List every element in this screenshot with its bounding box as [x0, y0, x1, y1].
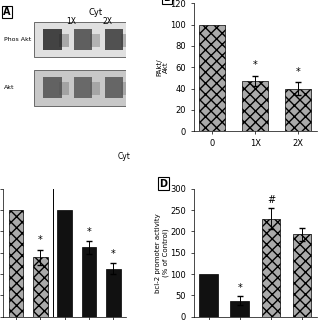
Bar	[105, 29, 123, 50]
Bar	[43, 29, 62, 50]
Bar	[59, 82, 69, 94]
Bar	[243, 81, 268, 131]
Text: Cyt: Cyt	[88, 8, 102, 17]
Bar	[57, 210, 72, 317]
Text: *: *	[38, 235, 43, 245]
Text: *: *	[296, 67, 301, 77]
Text: A: A	[3, 7, 11, 17]
Text: D: D	[159, 179, 167, 188]
Bar	[82, 247, 96, 317]
Bar	[199, 274, 218, 317]
Text: 1X: 1X	[66, 17, 76, 26]
Text: #: #	[267, 195, 275, 204]
Text: Phos Akt: Phos Akt	[4, 37, 32, 42]
Text: *: *	[87, 227, 92, 237]
Bar	[59, 34, 69, 46]
Text: B: B	[163, 0, 171, 3]
Bar	[121, 34, 131, 46]
Bar	[33, 257, 48, 317]
Bar	[90, 34, 100, 46]
Y-axis label: bcl-2 promoter activity
(% of Control): bcl-2 promoter activity (% of Control)	[156, 213, 169, 293]
Bar	[292, 235, 311, 317]
Text: 2X: 2X	[103, 17, 113, 26]
Bar	[105, 77, 123, 98]
Bar	[34, 22, 126, 57]
Bar	[285, 89, 311, 131]
Y-axis label: PAkt/
Akt: PAkt/ Akt	[156, 58, 169, 76]
Text: Cyt: Cyt	[117, 152, 131, 161]
Bar	[43, 77, 62, 98]
Bar	[261, 219, 280, 317]
Bar	[74, 77, 92, 98]
Bar	[230, 300, 249, 317]
Bar	[9, 210, 23, 317]
Bar	[121, 82, 131, 94]
Bar	[106, 269, 121, 317]
Bar	[34, 70, 126, 106]
Bar	[90, 82, 100, 94]
Text: *: *	[253, 60, 258, 70]
Bar	[74, 29, 92, 50]
Text: *: *	[111, 249, 116, 259]
Bar	[199, 25, 225, 131]
Text: *: *	[237, 283, 242, 293]
Text: Akt: Akt	[4, 85, 15, 90]
